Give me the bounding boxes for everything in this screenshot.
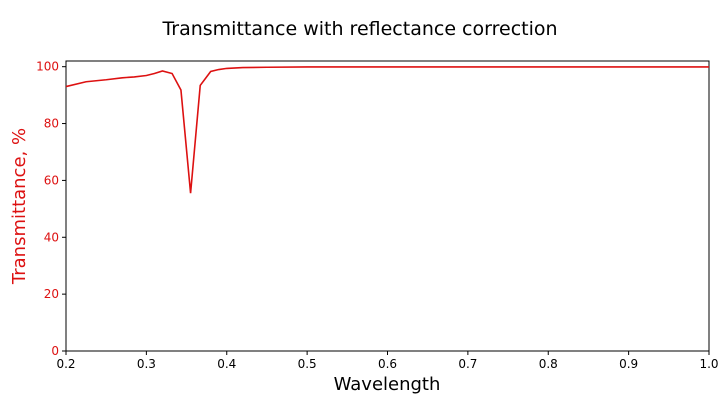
y-tick-label: 20: [44, 287, 59, 301]
y-axis-label: Transmittance, %: [9, 128, 30, 285]
x-tick-label: 1.0: [699, 357, 718, 371]
chart-title: Transmittance with reflectance correctio…: [161, 18, 557, 40]
x-tick-label: 0.7: [458, 357, 477, 371]
x-tick-label: 0.2: [56, 357, 75, 371]
transmittance-line: [65, 66, 709, 194]
axes-frame: [65, 60, 710, 352]
y-tick-label: 60: [44, 173, 59, 187]
x-tick-label: 0.8: [539, 357, 558, 371]
x-tick-label: 0.4: [217, 357, 236, 371]
x-tick-label: 0.3: [137, 357, 156, 371]
y-tick-label: 100: [36, 60, 59, 74]
y-tick-label: 80: [44, 117, 59, 131]
y-axis: 0 20 40 60 80 100: [36, 60, 66, 358]
x-tick-label: 0.9: [619, 357, 638, 371]
y-tick-label: 0: [51, 344, 59, 358]
x-axis-label: Wavelength: [334, 374, 441, 395]
plot-area: 0.2 0.3 0.4 0.5 0.6 0.7 0.8 0.9 1.0 0 20 40 60 80 100: [36, 60, 718, 371]
x-axis: 0.2 0.3 0.4 0.5 0.6 0.7 0.8 0.9 1.0: [56, 351, 719, 371]
x-tick-label: 0.5: [298, 357, 317, 371]
y-tick-label: 40: [44, 230, 59, 244]
x-tick-label: 0.6: [378, 357, 397, 371]
